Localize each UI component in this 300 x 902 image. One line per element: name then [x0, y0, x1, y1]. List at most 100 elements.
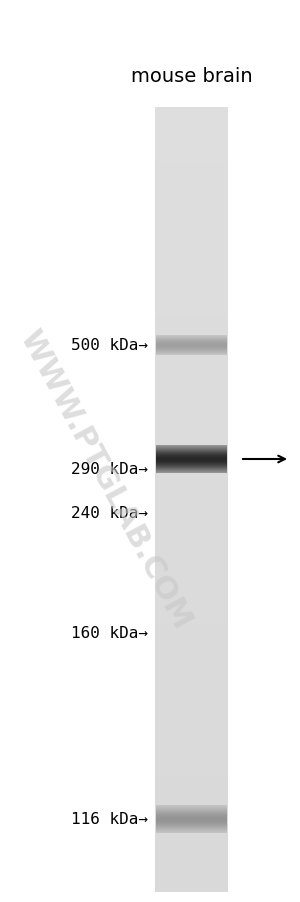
Bar [155, 523, 228, 527]
Bar [155, 161, 228, 163]
Bar [155, 241, 228, 244]
Bar [155, 290, 228, 294]
Bar [155, 811, 228, 815]
Bar [155, 369, 228, 373]
Bar [155, 651, 228, 655]
Bar [155, 136, 228, 140]
Bar [155, 471, 228, 474]
Bar [155, 534, 228, 537]
Bar [155, 743, 228, 746]
Bar [155, 851, 228, 853]
Bar [155, 325, 228, 328]
Bar [155, 881, 228, 885]
Bar [155, 184, 228, 187]
Bar [155, 181, 228, 184]
Bar [155, 560, 228, 563]
Bar [155, 385, 228, 388]
Bar [155, 162, 228, 166]
Bar [155, 429, 228, 432]
Bar [155, 392, 228, 396]
Bar [155, 537, 228, 539]
Bar [155, 596, 228, 600]
Bar [155, 706, 228, 710]
Bar [155, 374, 228, 378]
Bar [155, 278, 228, 281]
Bar [155, 547, 228, 550]
Bar [155, 796, 228, 798]
Bar [155, 187, 228, 189]
Bar [155, 330, 228, 333]
Bar [155, 779, 228, 783]
Bar [155, 400, 228, 404]
Bar [155, 667, 228, 670]
Bar [155, 683, 228, 686]
Bar [155, 158, 228, 161]
Bar [155, 179, 228, 181]
Bar [155, 312, 228, 315]
Bar [155, 842, 228, 845]
Bar [155, 356, 228, 359]
Bar [155, 730, 228, 733]
Bar [155, 845, 228, 848]
Bar [155, 453, 228, 456]
Bar [155, 228, 228, 231]
Text: 116 kDa→: 116 kDa→ [71, 812, 148, 826]
Bar [155, 714, 228, 717]
Bar [155, 680, 228, 684]
Bar [155, 364, 228, 367]
Bar [155, 301, 228, 304]
Bar [155, 252, 228, 254]
Bar [155, 513, 228, 516]
Bar [155, 464, 228, 466]
Bar [155, 223, 228, 226]
Bar [155, 336, 228, 338]
Bar [155, 749, 228, 751]
Bar [155, 118, 228, 122]
Bar [155, 589, 228, 592]
Bar [155, 573, 228, 576]
Bar [155, 848, 228, 851]
Bar [155, 238, 228, 242]
Bar [155, 604, 228, 608]
Bar [155, 639, 228, 641]
Bar [155, 468, 228, 472]
Bar [155, 750, 228, 754]
Bar [155, 832, 228, 835]
Bar [155, 787, 228, 790]
Bar [155, 571, 228, 574]
Bar [155, 526, 228, 529]
Bar [155, 887, 228, 890]
Bar [155, 150, 228, 152]
Bar [155, 698, 228, 702]
Bar [155, 647, 228, 649]
Bar [155, 272, 228, 276]
Bar [155, 618, 228, 621]
Bar [155, 168, 228, 171]
Bar [155, 435, 228, 437]
Bar [155, 482, 228, 484]
Bar [155, 315, 228, 318]
Bar [155, 176, 228, 179]
Bar [155, 170, 228, 174]
Bar [155, 863, 228, 867]
Bar [155, 249, 228, 253]
Bar [155, 351, 228, 354]
Bar [155, 205, 228, 207]
Bar [155, 341, 228, 344]
Bar [155, 822, 228, 824]
Bar [155, 267, 228, 271]
Bar [155, 234, 228, 236]
Bar [155, 220, 228, 224]
Bar [155, 599, 228, 603]
Bar [155, 246, 228, 250]
Bar [155, 409, 228, 411]
Bar [155, 756, 228, 759]
Bar [155, 727, 228, 731]
Bar [155, 563, 228, 566]
Bar [155, 871, 228, 874]
Bar [155, 769, 228, 772]
Bar [155, 283, 228, 286]
Bar [155, 474, 228, 477]
Bar [155, 155, 228, 158]
Bar [155, 264, 228, 268]
